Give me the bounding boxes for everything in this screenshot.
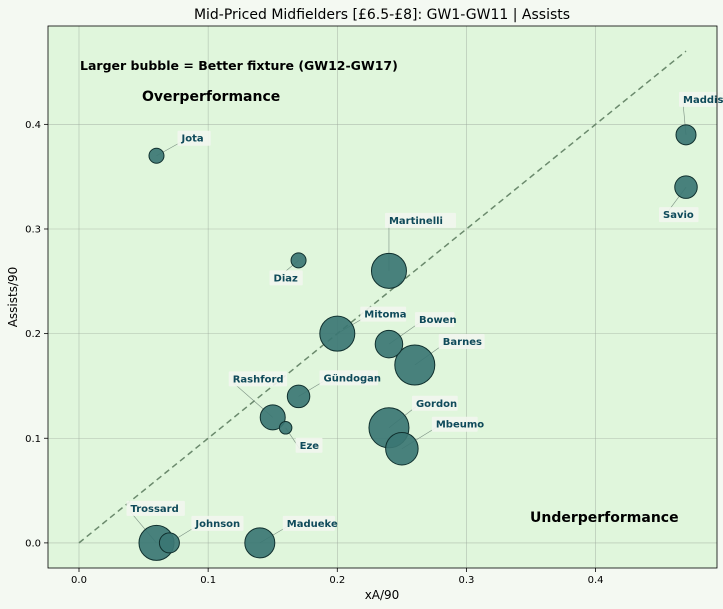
label-box: [177, 130, 211, 146]
label-box: [659, 207, 699, 223]
bubble-mitoma: [319, 315, 356, 352]
label-box: [295, 437, 323, 453]
y-axis-ticks: 0.0 0.1 0.2 0.3 0.4: [25, 120, 48, 549]
x-tick-label: 0.2: [329, 575, 345, 586]
y-tick-label: 0.4: [25, 120, 41, 131]
point-label: Eze: [300, 441, 320, 452]
bubble-savio: [674, 175, 698, 199]
y-tick-label: 0.2: [25, 329, 41, 340]
label-box: [191, 515, 244, 531]
point-label: Maddison: [683, 95, 723, 106]
bubble-gndogan: [286, 384, 311, 409]
bubble-jota: [148, 147, 165, 164]
underperformance-label: Underperformance: [530, 510, 679, 526]
point-label: Mbeumo: [436, 420, 484, 431]
bubble-diaz: [290, 252, 307, 269]
point-label: Diaz: [274, 273, 298, 284]
x-tick-label: 0.4: [588, 575, 604, 586]
point-label: Johnson: [194, 519, 240, 530]
bubble-barnes: [394, 344, 436, 386]
bubble-johnson: [158, 532, 180, 554]
bubble-martinelli: [370, 252, 407, 289]
point-label: Gordon: [416, 399, 457, 410]
point-label: Jota: [180, 134, 203, 145]
plot-frame: [47, 25, 718, 569]
y-tick-label: 0.1: [25, 434, 41, 445]
x-tick-label: 0.1: [200, 575, 216, 586]
label-box: [319, 370, 378, 386]
label-box: [679, 91, 723, 107]
reference-line: [78, 50, 687, 544]
x-tick-label: 0.3: [458, 575, 474, 586]
label-box: [414, 312, 455, 328]
label-box: [126, 500, 185, 516]
label-box: [360, 306, 407, 322]
bubble-madueke: [244, 527, 276, 559]
point-label: Mitoma: [364, 310, 406, 321]
label-box: [269, 270, 303, 286]
point-label: Rashford: [233, 374, 284, 385]
bubble-mbeumo: [385, 431, 419, 466]
label-box: [438, 334, 485, 350]
x-axis-ticks: 0.0 0.1 0.2 0.3 0.4: [71, 568, 604, 586]
point-label: Trossard: [130, 504, 178, 515]
label-box: [431, 416, 478, 432]
y-tick-label: 0.0: [25, 538, 41, 549]
bubble-maddison: [675, 124, 697, 146]
point-label: Barnes: [443, 337, 482, 348]
point-label: Gündogan: [324, 373, 382, 384]
bubble-eze: [278, 421, 293, 435]
y-tick-label: 0.3: [25, 224, 41, 235]
bubble-size-note: Larger bubble = Better fixture (GW12-GW1…: [80, 58, 398, 73]
point-label: Madueke: [287, 519, 338, 530]
point-label: Bowen: [419, 315, 457, 326]
overperformance-label: Overperformance: [142, 89, 280, 105]
x-tick-label: 0.0: [71, 575, 87, 586]
point-label: Savio: [663, 210, 694, 221]
bubble-bowen: [374, 329, 404, 359]
point-label-layer: Barnes Gordon Martinelli Mitoma Trossard Mbeu…: [126, 91, 723, 531]
point-label: Martinelli: [389, 216, 443, 227]
reference-line-group: [78, 50, 687, 544]
label-box: [282, 515, 335, 531]
chart-title: Mid-Priced Midfielders [£6.5-£8]: GW1-GW…: [194, 7, 570, 23]
bubble-layer: [138, 124, 698, 561]
label-box: [411, 395, 458, 411]
bubble-rashford: [259, 404, 286, 431]
y-axis-label: Assists/90: [6, 267, 20, 328]
label-box: [384, 212, 456, 228]
label-box: [228, 371, 288, 387]
x-axis-label: xA/90: [365, 588, 400, 602]
